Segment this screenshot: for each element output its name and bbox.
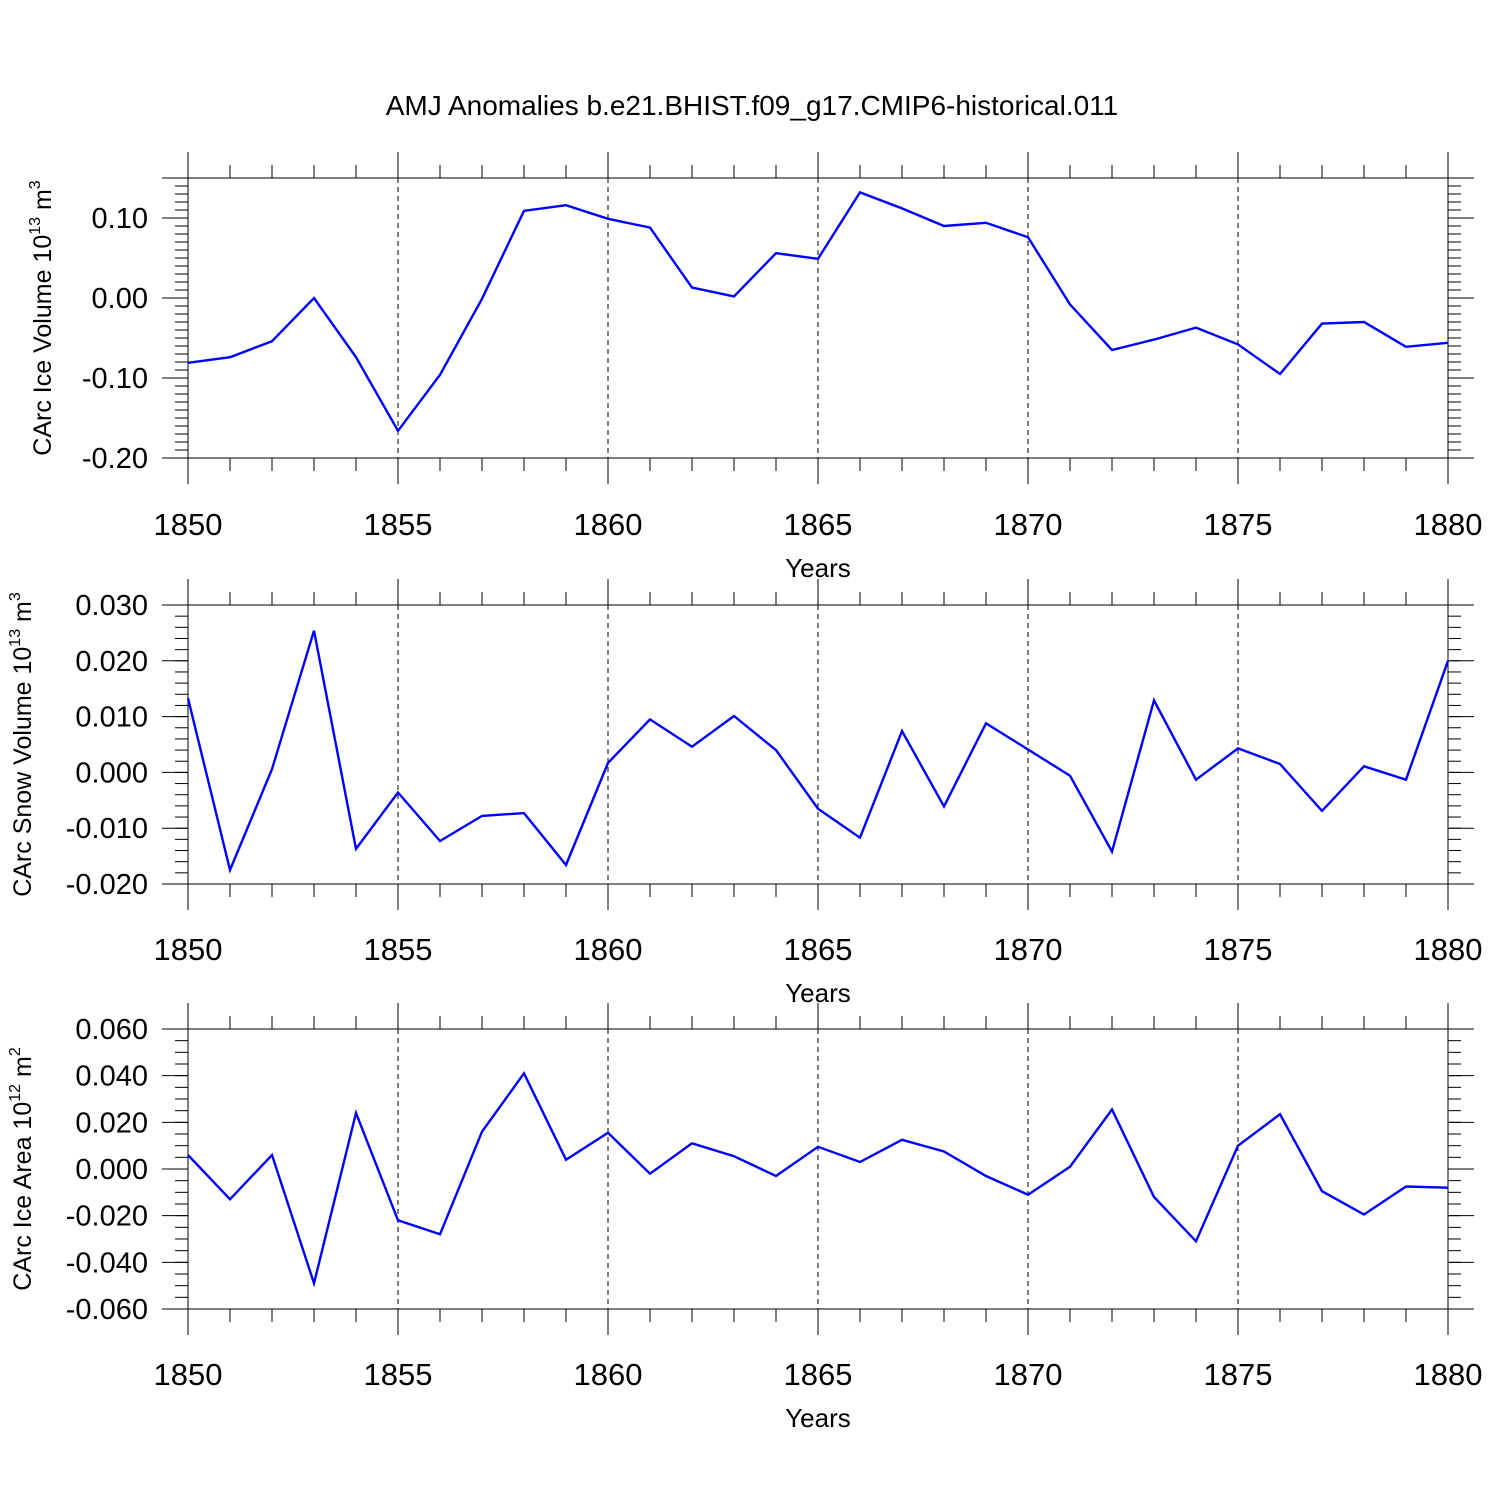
x-tick-label: 1860 <box>574 1357 643 1392</box>
y-axis-label-unit: m <box>9 1056 37 1084</box>
y-tick-label: 0.10 <box>92 203 148 235</box>
y-axis-label-main: CArc Snow Volume 10 <box>9 647 37 897</box>
y-axis-label-exponent: 13 <box>27 217 44 235</box>
x-axis-label: Years <box>785 1403 851 1433</box>
y-axis-label: CArc Ice Area 1012 m2 <box>7 1047 37 1291</box>
x-tick-label: 1860 <box>574 932 643 967</box>
y-tick-label: 0.040 <box>75 1061 148 1093</box>
x-tick-label: 1860 <box>574 507 643 542</box>
x-tick-label: 1855 <box>364 932 433 967</box>
series-line <box>187 1070 1449 1288</box>
series-line <box>186 630 1450 874</box>
y-axis-label-unit-exponent: 3 <box>7 592 24 601</box>
series-line <box>187 190 1449 433</box>
x-tick-label: 1850 <box>154 507 223 542</box>
y-tick-label: 0.00 <box>92 283 148 315</box>
y-tick-label: -0.20 <box>82 443 148 475</box>
y-axis-label-unit: m <box>9 601 37 629</box>
y-tick-label: -0.010 <box>66 813 148 845</box>
x-tick-label: 1875 <box>1204 507 1273 542</box>
y-tick-label: -0.020 <box>66 1201 148 1233</box>
y-axis-label-unit-exponent: 2 <box>7 1047 24 1056</box>
y-axis-label-unit: m <box>29 189 57 217</box>
y-axis-label-exponent: 13 <box>7 629 24 647</box>
x-tick-label: 1870 <box>994 507 1063 542</box>
y-axis-label: CArc Ice Volume 1013 m3 <box>27 180 57 456</box>
y-tick-label: -0.10 <box>82 363 148 395</box>
x-tick-label: 1850 <box>154 1357 223 1392</box>
x-tick-label: 1875 <box>1204 1357 1273 1392</box>
y-tick-label: -0.020 <box>66 869 148 901</box>
y-tick-label: 0.030 <box>75 590 148 622</box>
y-tick-label: -0.060 <box>66 1294 148 1326</box>
y-axis-label: CArc Snow Volume 1013 m3 <box>7 592 37 897</box>
x-tick-label: 1865 <box>784 507 853 542</box>
y-tick-label: 0.020 <box>75 646 148 678</box>
y-tick-label: 0.000 <box>75 757 148 789</box>
x-tick-label: 1870 <box>994 1357 1063 1392</box>
x-tick-label: 1865 <box>784 1357 853 1392</box>
x-axis-label: Years <box>785 553 851 583</box>
x-tick-label: 1880 <box>1414 1357 1483 1392</box>
x-tick-label: 1880 <box>1414 932 1483 967</box>
panel-3: 0.0600.0400.0200.000-0.020-0.040-0.06018… <box>7 1003 1482 1433</box>
figure-title: AMJ Anomalies b.e21.BHIST.f09_g17.CMIP6-… <box>386 90 1119 121</box>
y-tick-label: 0.020 <box>75 1107 148 1139</box>
y-axis-label-unit-exponent: 3 <box>27 180 44 189</box>
x-tick-label: 1855 <box>364 507 433 542</box>
y-axis-label-main: CArc Ice Area 10 <box>9 1102 37 1291</box>
x-tick-label: 1850 <box>154 932 223 967</box>
x-tick-label: 1870 <box>994 932 1063 967</box>
y-tick-label: 0.060 <box>75 1014 148 1046</box>
y-tick-label: 0.010 <box>75 702 148 734</box>
x-tick-label: 1880 <box>1414 507 1483 542</box>
y-axis-label-main: CArc Ice Volume 10 <box>29 235 57 456</box>
x-tick-label: 1865 <box>784 932 853 967</box>
y-axis-label-exponent: 12 <box>7 1084 24 1102</box>
y-tick-label: 0.000 <box>75 1154 148 1186</box>
y-tick-label: -0.040 <box>66 1247 148 1279</box>
x-tick-label: 1875 <box>1204 932 1273 967</box>
x-tick-label: 1855 <box>364 1357 433 1392</box>
